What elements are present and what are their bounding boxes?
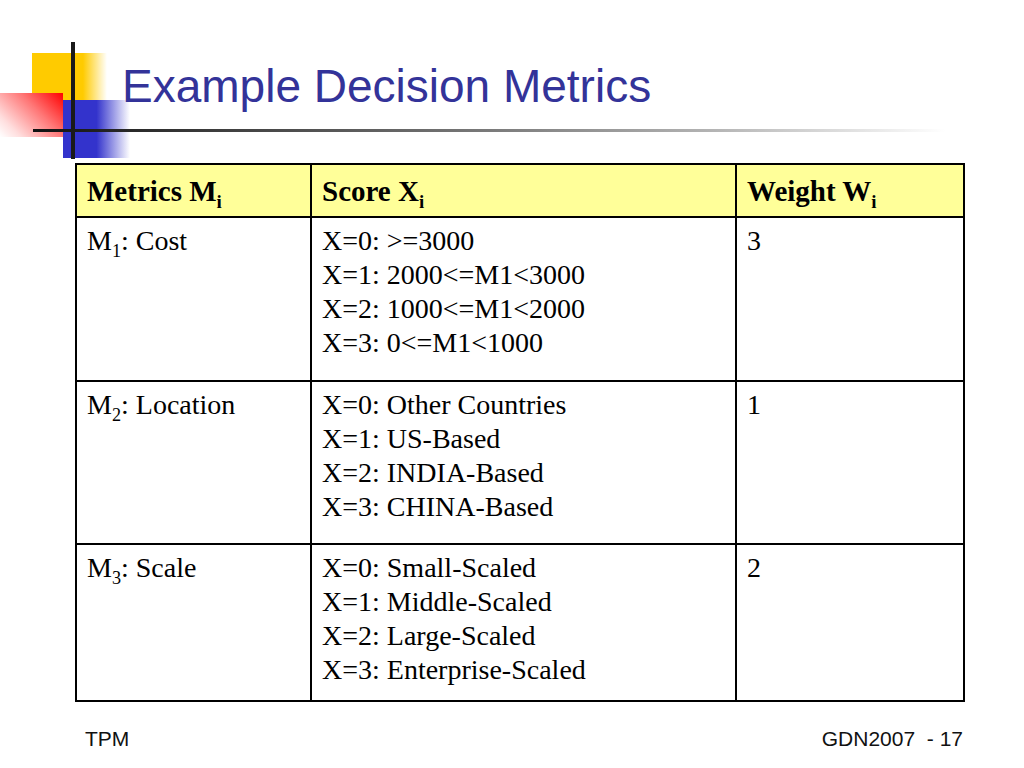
score-line: X=1: 2000<=M1<3000 <box>322 258 725 292</box>
score-line: X=1: Middle-Scaled <box>322 585 725 619</box>
col-header-weight-text: Weight W <box>747 175 871 207</box>
metric-cell-cost: M1: Cost <box>76 217 311 381</box>
footer-slide-number: GDN2007 - 17 <box>822 727 963 751</box>
metric-name: M <box>87 225 112 256</box>
score-line: X=2: 1000<=M1<2000 <box>322 292 725 326</box>
decision-metrics-table: Metrics Mi Score Xi Weight Wi M1: Cost X… <box>75 163 965 702</box>
title-underline-rule <box>33 129 945 132</box>
score-line: X=2: INDIA-Based <box>322 456 725 490</box>
slide: Example Decision Metrics Metrics Mi Scor… <box>0 0 1024 768</box>
score-line: X=0: Other Countries <box>322 388 725 422</box>
col-header-score-subscript: i <box>419 190 424 211</box>
col-header-metrics-text: Metrics M <box>87 175 217 207</box>
score-line: X=1: US-Based <box>322 422 725 456</box>
metric-label: : Cost <box>121 225 187 256</box>
metric-subscript: 3 <box>112 568 121 588</box>
weight-cell-location: 1 <box>736 381 964 544</box>
decoration-vertical-line <box>71 42 75 159</box>
col-header-metrics: Metrics Mi <box>76 164 311 217</box>
score-line: X=3: 0<=M1<1000 <box>322 326 725 360</box>
metric-name: M <box>87 552 112 583</box>
col-header-score-text: Score X <box>322 175 419 207</box>
weight-cell-cost: 3 <box>736 217 964 381</box>
score-line: X=2: Large-Scaled <box>322 619 725 653</box>
page-title: Example Decision Metrics <box>122 60 651 112</box>
metric-label: : Location <box>121 389 235 420</box>
score-line: X=0: >=3000 <box>322 224 725 258</box>
col-header-metrics-subscript: i <box>217 190 222 211</box>
table-row-scale: M3: Scale X=0: Small-Scaled X=1: Middle-… <box>76 544 964 701</box>
metric-label: : Scale <box>121 552 196 583</box>
score-line: X=0: Small-Scaled <box>322 551 725 585</box>
table-row-cost: M1: Cost X=0: >=3000 X=1: 2000<=M1<3000 … <box>76 217 964 381</box>
table-row-location: M2: Location X=0: Other Countries X=1: U… <box>76 381 964 544</box>
metric-cell-location: M2: Location <box>76 381 311 544</box>
weight-cell-scale: 2 <box>736 544 964 701</box>
metric-cell-scale: M3: Scale <box>76 544 311 701</box>
score-cell-cost: X=0: >=3000 X=1: 2000<=M1<3000 X=2: 1000… <box>311 217 736 381</box>
col-header-weight-subscript: i <box>871 190 876 211</box>
score-cell-location: X=0: Other Countries X=1: US-Based X=2: … <box>311 381 736 544</box>
metric-subscript: 2 <box>112 405 121 425</box>
metric-name: M <box>87 389 112 420</box>
col-header-score: Score Xi <box>311 164 736 217</box>
score-cell-scale: X=0: Small-Scaled X=1: Middle-Scaled X=2… <box>311 544 736 701</box>
col-header-weight: Weight Wi <box>736 164 964 217</box>
table-header-row: Metrics Mi Score Xi Weight Wi <box>76 164 964 217</box>
metric-subscript: 1 <box>112 241 121 261</box>
score-line: X=3: CHINA-Based <box>322 490 725 524</box>
footer-author: TPM <box>85 727 129 751</box>
score-line: X=3: Enterprise-Scaled <box>322 653 725 687</box>
